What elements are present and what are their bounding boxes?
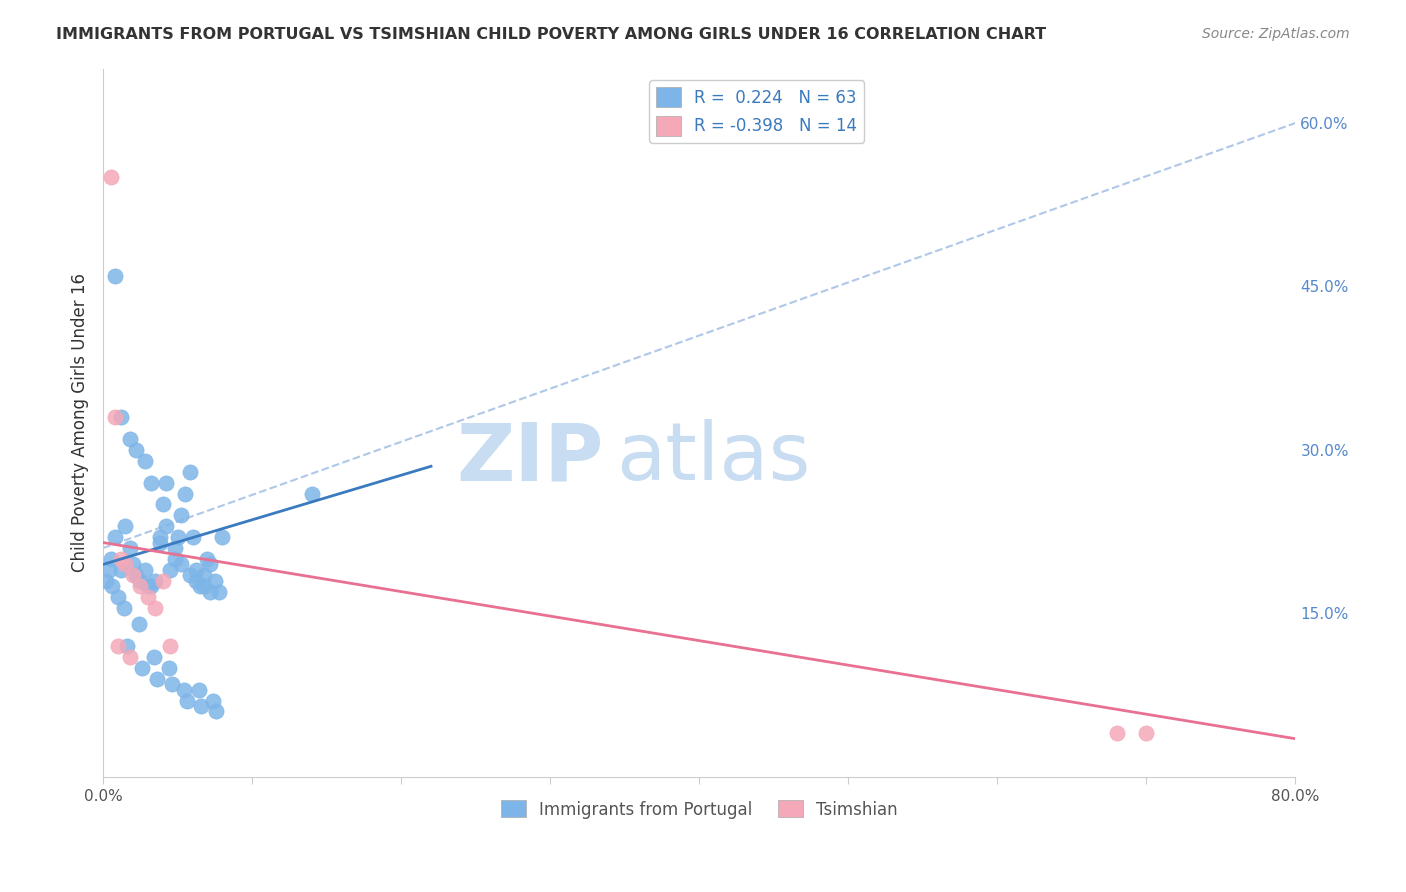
Point [114, 558, 136, 572]
Point [131, 661, 153, 675]
Point [118, 432, 141, 446]
Point [115, 639, 138, 653]
Point [202, 693, 225, 707]
Point [184, 563, 207, 577]
Point [118, 541, 141, 555]
Point [122, 568, 145, 582]
Point [179, 465, 201, 479]
Point [157, 661, 180, 675]
Point [200, 584, 222, 599]
Point [159, 563, 181, 577]
Point [110, 563, 132, 577]
Point [142, 650, 165, 665]
Point [187, 682, 209, 697]
Point [181, 530, 204, 544]
Point [98, 563, 121, 577]
Point [114, 519, 136, 533]
Point [112, 601, 135, 615]
Point [152, 497, 174, 511]
Point [146, 672, 169, 686]
Point [118, 650, 141, 665]
Point [139, 475, 162, 490]
Point [149, 535, 172, 549]
Point [188, 579, 211, 593]
Point [301, 486, 323, 500]
Point [104, 268, 127, 283]
Point [107, 639, 129, 653]
Point [204, 574, 226, 588]
Point [163, 541, 186, 555]
Point [143, 574, 166, 588]
Text: IMMIGRANTS FROM PORTUGAL VS TSIMSHIAN CHILD POVERTY AMONG GIRLS UNDER 16 CORRELA: IMMIGRANTS FROM PORTUGAL VS TSIMSHIAN CH… [56, 27, 1046, 42]
Point [139, 579, 162, 593]
Point [1135, 726, 1157, 740]
Point [173, 682, 195, 697]
Point [193, 568, 215, 582]
Y-axis label: Child Poverty Among Girls Under 16: Child Poverty Among Girls Under 16 [72, 273, 89, 572]
Point [197, 552, 219, 566]
Point [184, 574, 207, 588]
Point [200, 558, 222, 572]
Point [1105, 726, 1128, 740]
Point [155, 519, 177, 533]
Point [160, 677, 183, 691]
Point [136, 590, 159, 604]
Point [152, 574, 174, 588]
Point [125, 568, 148, 582]
Point [166, 530, 188, 544]
Point [94, 574, 117, 588]
Point [104, 530, 127, 544]
Point [143, 601, 166, 615]
Text: ZIP: ZIP [457, 419, 605, 497]
Legend: Immigrants from Portugal, Tsimshian: Immigrants from Portugal, Tsimshian [495, 794, 904, 825]
Point [136, 579, 159, 593]
Point [190, 699, 212, 714]
Point [129, 579, 152, 593]
Point [134, 454, 156, 468]
Point [205, 705, 228, 719]
Point [110, 410, 132, 425]
Point [149, 530, 172, 544]
Point [101, 579, 124, 593]
Point [100, 170, 122, 185]
Point [193, 579, 215, 593]
Point [110, 552, 132, 566]
Point [169, 558, 191, 572]
Point [122, 558, 145, 572]
Point [129, 574, 152, 588]
Point [100, 552, 122, 566]
Point [163, 552, 186, 566]
Point [104, 410, 127, 425]
Point [159, 639, 181, 653]
Point [155, 475, 177, 490]
Point [176, 693, 198, 707]
Point [174, 486, 197, 500]
Point [134, 563, 156, 577]
Point [128, 617, 150, 632]
Point [107, 590, 129, 604]
Point [208, 584, 231, 599]
Point [179, 568, 201, 582]
Text: Source: ZipAtlas.com: Source: ZipAtlas.com [1202, 27, 1350, 41]
Text: atlas: atlas [616, 419, 810, 497]
Point [125, 442, 148, 457]
Point [169, 508, 191, 523]
Point [211, 530, 233, 544]
